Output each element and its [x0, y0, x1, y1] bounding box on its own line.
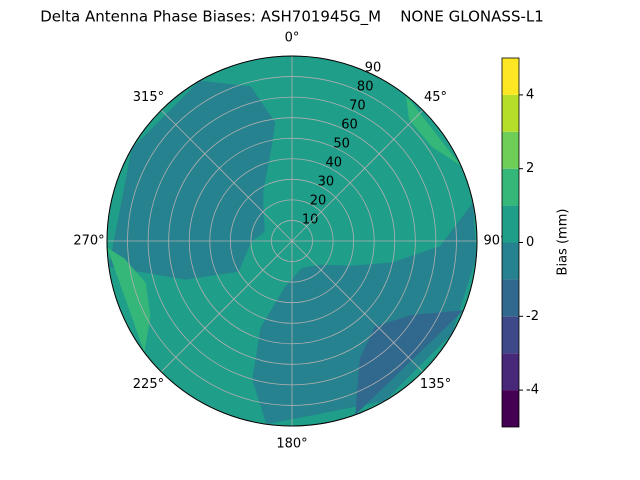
colorbar-tick-label: -4	[526, 383, 539, 398]
contour-region	[108, 80, 276, 280]
contour-region	[107, 247, 151, 353]
r-tick-label: 90	[365, 61, 382, 76]
colorbar-tick-label: 0	[526, 235, 534, 250]
grid-spoke	[291, 109, 424, 242]
colorbar-band	[502, 353, 519, 391]
plot-border	[106, 55, 478, 427]
colorbar-band	[502, 242, 519, 280]
colorbar-band	[502, 279, 519, 317]
polar-plot: 10 20 30 40 50 60 70 80 90 0° 45° 90° 135° 180° 225° 27…	[73, 31, 506, 452]
grid-spoke	[291, 240, 424, 373]
angle-tick-label: 180°	[276, 437, 307, 452]
angle-tick-label: 45°	[424, 90, 447, 105]
chart-title: Delta Antenna Phase Biases: ASH701945G_M…	[40, 8, 544, 27]
contour-region	[355, 310, 464, 415]
grid-spoke	[160, 109, 293, 242]
angle-tick-label: 225°	[133, 377, 164, 392]
colorbar-band	[502, 94, 519, 132]
colorbar-label: Bias (mm)	[556, 209, 571, 276]
r-tick-label: 40	[325, 156, 342, 171]
r-tick-label: 30	[318, 175, 335, 190]
colorbar-band	[502, 390, 519, 427]
r-tick-label: 50	[333, 137, 350, 152]
r-tick-label: 10	[302, 213, 319, 228]
angle-tick-label: 90°	[483, 234, 506, 249]
colorbar-tick-label: 4	[526, 87, 534, 102]
r-tick-label: 60	[341, 118, 358, 133]
colorbar-band	[502, 168, 519, 206]
colorbar-tick-label: 2	[526, 161, 534, 176]
r-tick-label: 80	[357, 80, 374, 95]
angle-tick-label: 315°	[133, 90, 164, 105]
colorbar-band	[502, 58, 519, 95]
colorbar-band	[502, 205, 519, 243]
grid-spoke	[160, 240, 293, 373]
angle-tick-label: 270°	[73, 234, 104, 249]
colorbar-band	[502, 131, 519, 169]
colorbar: -4 -2 0 2 4	[501, 57, 539, 428]
angle-tick-label: 0°	[285, 31, 300, 46]
r-tick-label: 70	[349, 99, 366, 114]
r-tick-label: 20	[310, 194, 327, 209]
angle-tick-label: 135°	[420, 377, 451, 392]
colorbar-tick-label: -2	[526, 309, 539, 324]
colorbar-band	[502, 316, 519, 354]
